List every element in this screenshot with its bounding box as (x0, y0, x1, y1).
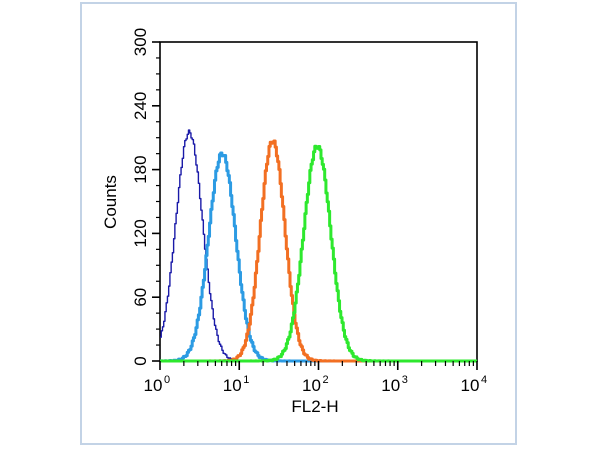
x-tick-label: 10 (381, 376, 400, 395)
x-tick-exponent: 0 (164, 374, 170, 386)
histogram-curves (159, 129, 478, 363)
y-axis-title: Counts (101, 175, 120, 229)
plot-area-border (159, 41, 478, 362)
x-axis-title: FL2-H (291, 397, 338, 416)
x-axis: 10 0 10 1 10 2 10 3 10 4 (144, 361, 487, 395)
histogram-series-4 (159, 144, 478, 363)
histogram-series-2 (159, 151, 478, 363)
y-tick-label: 300 (131, 28, 150, 56)
x-tick-exponent: 2 (322, 374, 328, 386)
figure-frame (80, 2, 517, 445)
y-tick-label: 120 (131, 219, 150, 247)
x-tick-label: 10 (223, 376, 242, 395)
y-tick-label: 240 (131, 92, 150, 120)
y-tick-label: 0 (131, 356, 150, 365)
y-tick-label: 180 (131, 155, 150, 183)
x-tick-exponent: 3 (402, 374, 408, 386)
y-axis: 0 60 120 180 240 300 (131, 28, 160, 366)
x-tick-exponent: 4 (481, 374, 487, 386)
x-tick-exponent: 1 (243, 374, 249, 386)
x-tick-label: 10 (144, 376, 163, 395)
x-tick-label: 10 (461, 376, 480, 395)
y-tick-label: 60 (131, 288, 150, 307)
x-tick-label: 10 (302, 376, 321, 395)
